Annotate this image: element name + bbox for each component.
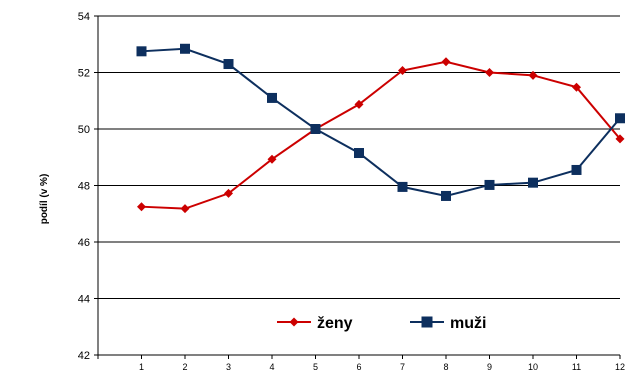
series-line bbox=[141, 47, 621, 197]
data-point bbox=[310, 124, 321, 134]
y-tick-label: 44 bbox=[78, 294, 90, 306]
data-point bbox=[528, 177, 538, 188]
x-axis-ticks: 1 2 3 4 5 6 7 8 9 10 11 12 bbox=[97, 355, 625, 372]
data-point bbox=[180, 204, 190, 214]
series-muži bbox=[136, 43, 625, 201]
data-point bbox=[223, 59, 234, 70]
data-point bbox=[354, 148, 364, 159]
data-point bbox=[398, 66, 407, 76]
data-point bbox=[572, 82, 581, 92]
y-tick-label: 52 bbox=[78, 68, 90, 80]
x-tick-label: 7 bbox=[400, 362, 405, 372]
data-point bbox=[615, 113, 625, 124]
legend-label: muži bbox=[450, 315, 486, 332]
x-tick-label: 12 bbox=[615, 362, 625, 372]
y-tick-label: 54 bbox=[78, 11, 90, 23]
legend: ženy muži bbox=[277, 315, 486, 332]
data-point bbox=[441, 190, 451, 201]
series bbox=[136, 43, 625, 214]
data-point bbox=[136, 46, 147, 57]
data-point bbox=[224, 188, 233, 198]
data-point bbox=[267, 92, 277, 103]
data-point bbox=[615, 134, 625, 144]
x-tick-label: 2 bbox=[182, 362, 187, 372]
data-point bbox=[485, 68, 494, 77]
gridlines bbox=[98, 15, 620, 299]
x-tick-label: 5 bbox=[313, 362, 318, 372]
data-point bbox=[397, 181, 408, 192]
legend-item-ženy: ženy bbox=[277, 315, 353, 332]
data-point bbox=[180, 43, 190, 54]
data-point bbox=[441, 57, 451, 67]
data-point bbox=[528, 70, 538, 80]
y-axis-ticks: 42 44 46 48 50 52 54 bbox=[78, 11, 98, 362]
legend-marker bbox=[289, 317, 299, 327]
y-axis-title: podíl (v %) bbox=[39, 174, 50, 225]
x-tick-label: 8 bbox=[443, 362, 448, 372]
legend-item-muži: muži bbox=[410, 315, 486, 332]
y-tick-label: 48 bbox=[78, 181, 90, 193]
x-tick-label: 3 bbox=[226, 362, 231, 372]
data-point bbox=[571, 164, 582, 175]
x-tick-label: 9 bbox=[487, 362, 492, 372]
y-tick-label: 46 bbox=[78, 237, 90, 249]
x-tick-label: 4 bbox=[269, 362, 274, 372]
x-tick-label: 1 bbox=[139, 362, 144, 372]
data-point bbox=[267, 154, 277, 164]
y-tick-label: 42 bbox=[78, 350, 90, 362]
x-tick-label: 6 bbox=[356, 362, 361, 372]
series-line bbox=[141, 60, 621, 210]
series-ženy bbox=[137, 57, 625, 214]
y-tick-label: 50 bbox=[78, 124, 90, 136]
legend-label: ženy bbox=[317, 315, 353, 332]
data-point bbox=[484, 179, 495, 190]
x-tick-label: 11 bbox=[572, 362, 581, 372]
data-point bbox=[354, 99, 364, 109]
legend-marker bbox=[421, 316, 433, 328]
data-point bbox=[137, 202, 146, 212]
x-tick-label: 10 bbox=[528, 362, 538, 372]
